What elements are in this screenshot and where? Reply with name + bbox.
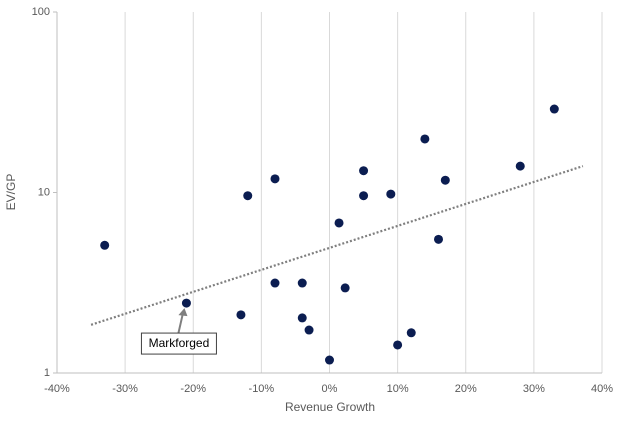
x-axis-title: Revenue Growth xyxy=(285,400,375,414)
x-tick-label: -10% xyxy=(249,383,275,395)
point xyxy=(515,161,525,171)
y-tick-label: 1 xyxy=(44,367,50,379)
point xyxy=(440,175,450,185)
point xyxy=(270,174,280,184)
point xyxy=(386,189,396,199)
point xyxy=(297,278,307,288)
point xyxy=(325,355,334,365)
point xyxy=(334,218,344,228)
annotation: Markforged xyxy=(149,336,210,350)
point xyxy=(340,283,350,293)
annotation-box xyxy=(140,332,217,355)
point xyxy=(549,104,559,114)
point xyxy=(297,313,307,323)
x-tick-label: 20% xyxy=(455,383,477,395)
y-axis-title: EV/GP xyxy=(4,174,18,211)
point xyxy=(359,191,369,201)
annotation-arrowhead xyxy=(178,308,188,317)
x-tick-label: 10% xyxy=(387,383,409,395)
y-tick-label: 100 xyxy=(32,6,50,18)
point xyxy=(243,191,253,201)
trendline xyxy=(90,165,584,326)
point xyxy=(270,278,280,288)
x-tick-label: 40% xyxy=(591,383,613,395)
point xyxy=(434,234,443,244)
point xyxy=(100,240,110,250)
point xyxy=(406,328,416,338)
point xyxy=(420,134,430,144)
point xyxy=(236,310,246,320)
point xyxy=(393,340,403,350)
point xyxy=(304,325,314,335)
x-tick-label: 0% xyxy=(322,383,338,395)
x-tick-label: -20% xyxy=(180,383,206,395)
y-tick-label: 10 xyxy=(38,186,50,198)
x-tick-label: -40% xyxy=(44,383,70,395)
x-tick-label: 30% xyxy=(523,383,545,395)
point xyxy=(359,166,369,176)
point xyxy=(181,298,191,308)
x-tick-label: -30% xyxy=(112,383,138,395)
